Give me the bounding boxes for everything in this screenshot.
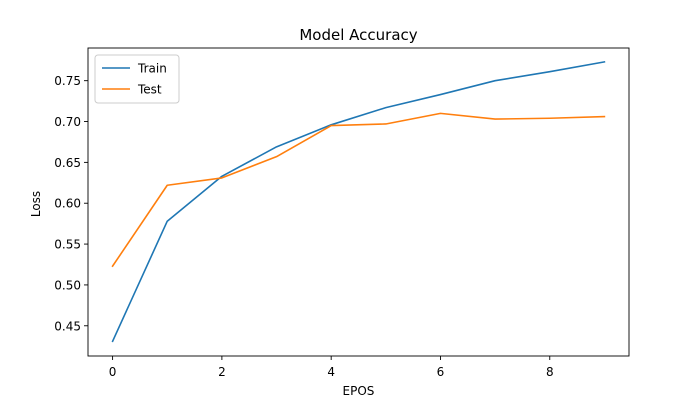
series-line-test (111, 112, 606, 268)
legend: Train Test (94, 54, 180, 104)
y-tick-label: 0.70 (54, 115, 81, 129)
x-tick-label: 2 (218, 365, 226, 379)
y-axis: 0.45 0.50 0.55 0.60 0.65 0.70 0.75 (54, 74, 88, 333)
y-tick-label: 0.45 (54, 319, 81, 333)
x-axis: 0 2 4 6 8 (109, 356, 554, 379)
x-tick-label: 4 (327, 365, 335, 379)
plot-area (87, 47, 630, 357)
y-tick-label: 0.75 (54, 74, 81, 88)
legend-label-test: Test (137, 83, 162, 97)
plot-frame (87, 47, 630, 357)
chart-title: Model Accuracy (299, 26, 417, 44)
x-tick-label: 6 (437, 365, 445, 379)
legend-label-train: Train (137, 62, 167, 76)
y-tick-label: 0.65 (54, 156, 81, 170)
y-tick-label: 0.55 (54, 238, 81, 252)
y-tick-label: 0.50 (54, 278, 81, 292)
legend-box (94, 54, 180, 104)
x-tick-label: 0 (109, 365, 117, 379)
y-tick-label: 0.60 (54, 197, 81, 211)
x-tick-label: 8 (546, 365, 554, 379)
series-line-train (111, 60, 606, 343)
y-axis-label: Loss (29, 191, 43, 217)
x-axis-label: EPOS (343, 384, 375, 398)
